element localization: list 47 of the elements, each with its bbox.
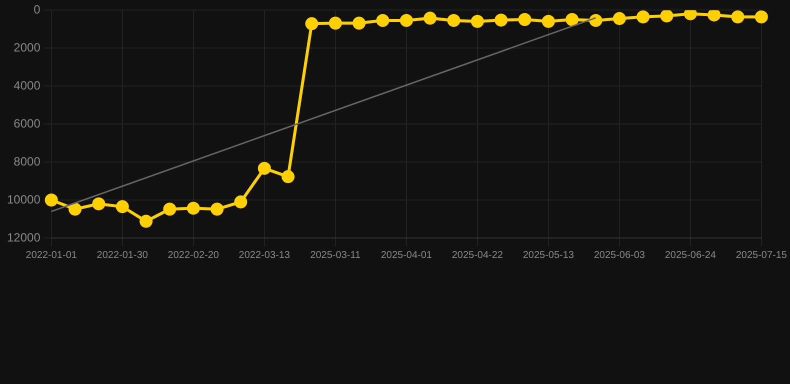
x-tick-label: 2022-01-30 xyxy=(96,250,148,261)
y-tick-label: 0 xyxy=(34,2,41,17)
y-tick-label: 2000 xyxy=(14,40,41,54)
point xyxy=(731,10,744,24)
x-tick-label: 2022-01-01 xyxy=(26,250,78,261)
point xyxy=(660,10,674,22)
point xyxy=(376,14,390,27)
y-tick-label: 10000 xyxy=(6,192,41,206)
point xyxy=(566,13,579,26)
point xyxy=(612,12,626,26)
point xyxy=(210,202,224,216)
point xyxy=(163,202,176,216)
point xyxy=(684,10,697,20)
point xyxy=(542,14,555,28)
y-tick-label: 8000 xyxy=(14,154,41,168)
y-tick-label: 12000 xyxy=(6,230,41,244)
point xyxy=(92,197,106,210)
x-tick-label: 2022-02-20 xyxy=(168,250,220,261)
point xyxy=(305,17,318,30)
x-tick-label: 2025-06-03 xyxy=(594,250,646,261)
point xyxy=(234,195,248,208)
point xyxy=(754,10,768,24)
point xyxy=(424,12,437,25)
x-tick-label: 2025-06-24 xyxy=(664,250,716,261)
point xyxy=(352,16,366,30)
point xyxy=(328,16,342,30)
point xyxy=(116,200,129,214)
point xyxy=(447,14,460,27)
point xyxy=(518,13,532,26)
point xyxy=(140,214,153,228)
point xyxy=(400,14,413,27)
point xyxy=(636,10,650,24)
point xyxy=(282,170,295,184)
point xyxy=(258,162,271,175)
y-tick-label: 4000 xyxy=(14,78,41,92)
x-tick-label: 2025-03-11 xyxy=(310,250,362,261)
point xyxy=(708,10,721,22)
point xyxy=(470,14,484,28)
point xyxy=(494,14,508,27)
x-tick-label: 2022-03-13 xyxy=(238,250,290,261)
point xyxy=(186,202,200,215)
x-tick-label: 2025-04-01 xyxy=(380,250,432,261)
y-tick-label: 6000 xyxy=(14,116,41,130)
point xyxy=(68,202,82,216)
x-tick-label: 2025-05-13 xyxy=(522,250,574,261)
x-tick-label: 2025-04-22 xyxy=(452,250,504,261)
x-tick-label: 2025-07-15 xyxy=(736,250,788,261)
